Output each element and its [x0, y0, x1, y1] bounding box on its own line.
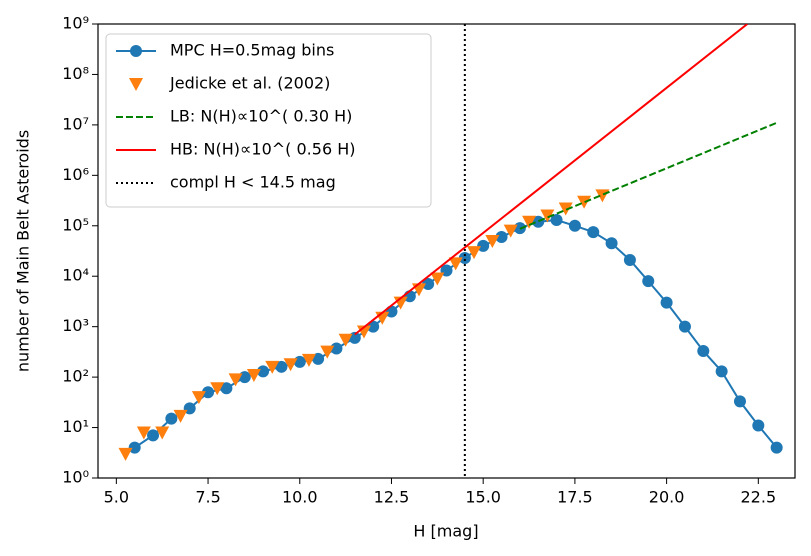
plot-area [118, 24, 783, 478]
y-axis-label: number of Main Belt Asteroids [14, 130, 33, 372]
point [448, 257, 463, 271]
point [458, 251, 471, 264]
point [485, 234, 500, 248]
point [202, 386, 215, 399]
legend: MPC H=0.5mag bins Jedicke et al. (2002) LB… [105, 33, 432, 208]
point [715, 365, 728, 378]
y-tick-label: 10⁴ [62, 266, 89, 285]
point [173, 409, 188, 423]
point [733, 395, 746, 408]
point [522, 215, 537, 229]
legend-label: MPC H=0.5mag bins [170, 41, 334, 60]
y-tick-label: 10⁸ [62, 64, 89, 83]
point [558, 202, 573, 216]
point [320, 345, 335, 359]
point [338, 333, 353, 347]
point [752, 419, 765, 432]
point [422, 278, 435, 291]
x-tick-label: 17.5 [557, 488, 593, 507]
point [477, 239, 490, 252]
point [165, 412, 178, 425]
point [605, 237, 618, 250]
point [467, 246, 482, 260]
legend-box [105, 33, 432, 208]
y-tick-label: 10⁷ [62, 114, 89, 133]
point [118, 447, 133, 461]
x-tick-label: 20.0 [649, 488, 685, 507]
point [367, 320, 380, 333]
x-tick-label: 10.0 [282, 488, 318, 507]
point [155, 426, 170, 440]
point [128, 441, 141, 454]
point [532, 215, 545, 228]
point [697, 344, 710, 357]
point [577, 195, 592, 209]
point [568, 219, 581, 232]
point [301, 353, 316, 367]
point [503, 224, 518, 238]
point [265, 360, 280, 374]
x-tick-label: 15.0 [465, 488, 501, 507]
point [220, 382, 233, 395]
point [642, 275, 655, 288]
point [495, 230, 508, 243]
point [430, 272, 445, 286]
legend-label: HB: N(H)∝10^( 0.56 H) [170, 140, 355, 159]
x-tick-label: 22.5 [741, 488, 777, 507]
plot-frame [97, 23, 796, 479]
legend-marker [130, 45, 142, 57]
point [623, 253, 636, 266]
y-tick-label: 10² [62, 367, 89, 386]
point [312, 352, 325, 365]
point [147, 429, 160, 442]
point [330, 342, 343, 355]
legend-marker [129, 78, 143, 91]
point [275, 360, 288, 373]
point [550, 214, 563, 227]
x-tick-label: 5.0 [104, 488, 129, 507]
legend-label: Jedicke et al. (2002) [169, 74, 330, 93]
point [678, 320, 691, 333]
point [283, 358, 298, 372]
point [540, 209, 555, 223]
point [660, 296, 673, 309]
point [228, 373, 243, 387]
y-tick-label: 10⁹ [62, 14, 89, 33]
point [385, 305, 398, 318]
point [136, 426, 151, 440]
legend-label: compl H < 14.5 mag [170, 173, 336, 192]
y-tick-label: 10⁰ [62, 468, 89, 487]
x-tick-label: 7.5 [195, 488, 220, 507]
point [257, 365, 270, 378]
y-tick-label: 10³ [62, 316, 89, 335]
series-line [519, 121, 778, 230]
point [246, 369, 261, 383]
legend-label: LB: N(H)∝10^( 0.30 H) [170, 107, 352, 126]
x-axis-label: H [mag] [413, 522, 478, 541]
series-line [354, 24, 748, 336]
point [191, 391, 206, 405]
x-tick-label: 12.5 [374, 488, 410, 507]
point [210, 382, 225, 396]
y-tick-label: 10⁶ [62, 165, 89, 184]
point [587, 226, 600, 239]
y-tick-label: 10¹ [62, 417, 89, 436]
point [770, 441, 783, 454]
y-tick-label: 10⁵ [62, 215, 89, 234]
